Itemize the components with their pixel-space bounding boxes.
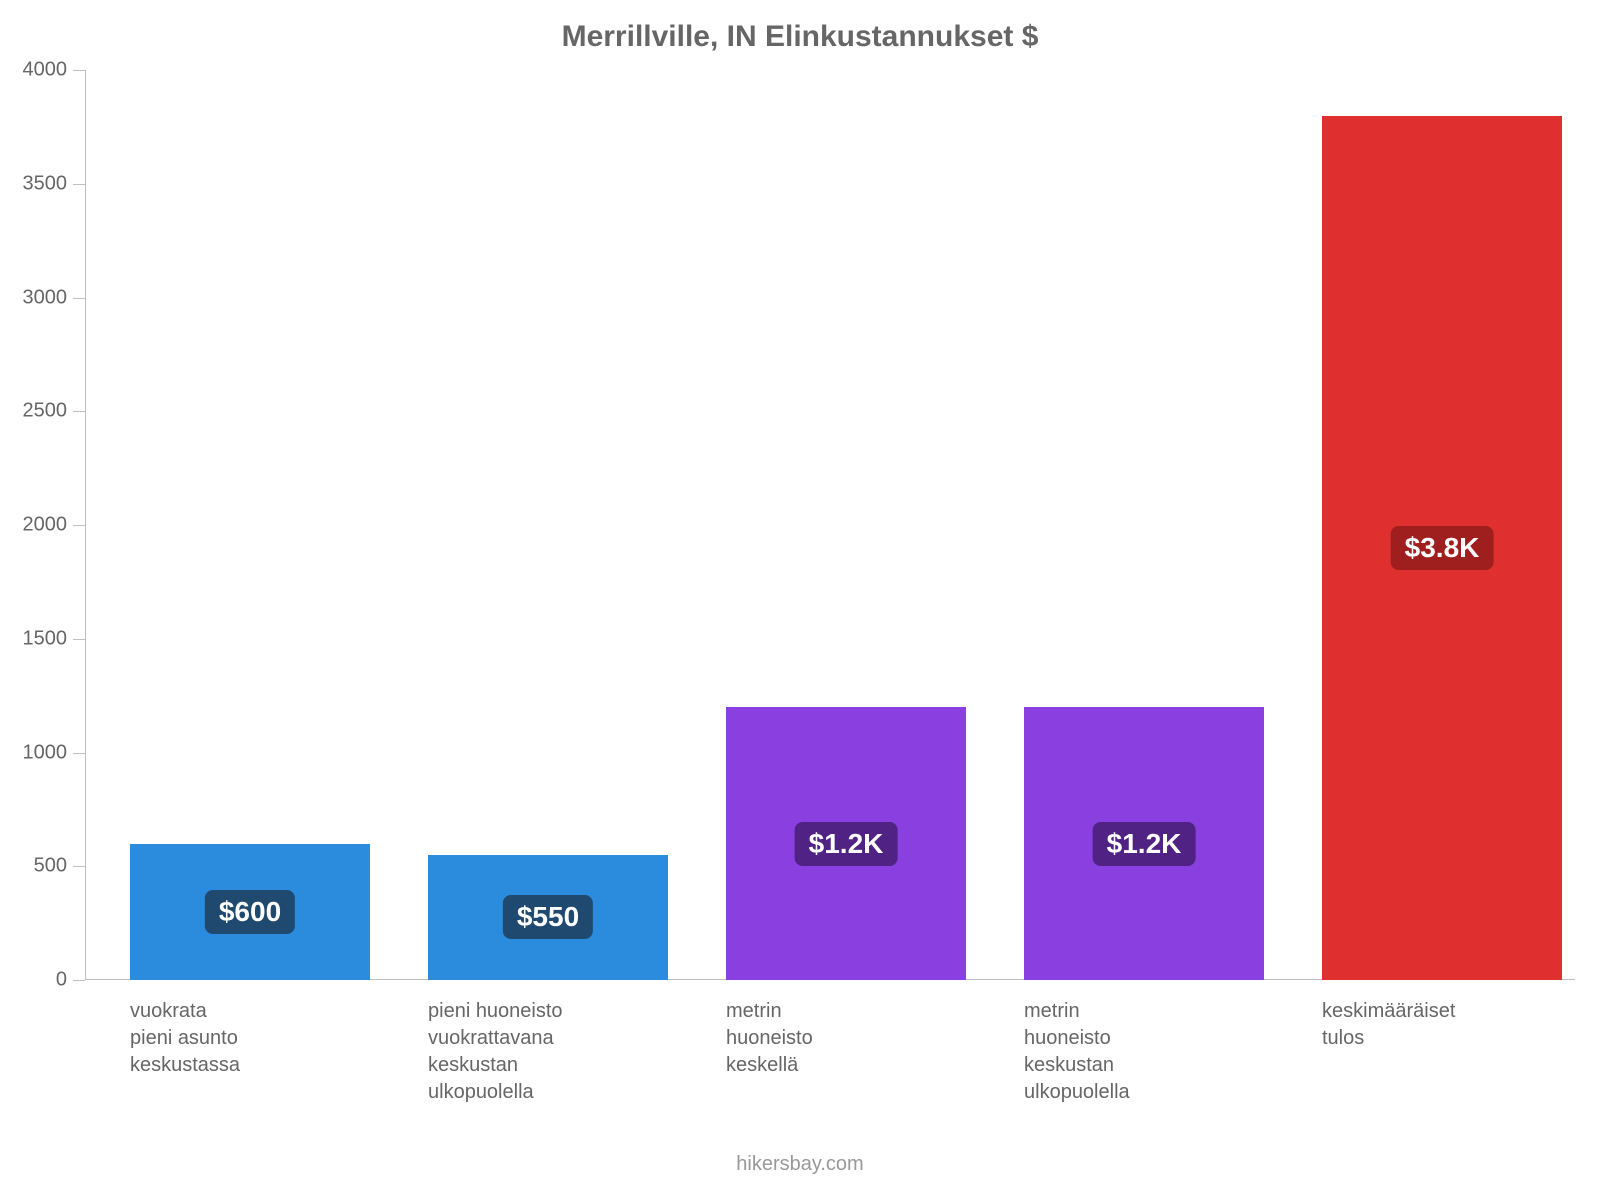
y-tick-label: 3000	[7, 286, 67, 309]
bar: $3.8K	[1322, 116, 1562, 981]
y-tick	[73, 866, 85, 867]
bar-value-label: $1.2K	[795, 822, 898, 866]
y-tick-label: 1000	[7, 741, 67, 764]
x-category-label: metrin huoneisto keskellä	[726, 998, 986, 1079]
plot-area: $600vuokrata pieni asunto keskustassa$55…	[85, 70, 1575, 980]
bar-value-label: $3.8K	[1391, 526, 1494, 570]
y-tick	[73, 298, 85, 299]
x-category-label: metrin huoneisto keskustan ulkopuolella	[1024, 998, 1284, 1106]
y-tick-label: 2000	[7, 514, 67, 537]
chart-title: Merrillville, IN Elinkustannukset $	[0, 20, 1600, 54]
y-tick	[73, 184, 85, 185]
x-category-label: vuokrata pieni asunto keskustassa	[130, 998, 390, 1079]
bar: $1.2K	[726, 707, 966, 980]
y-tick	[73, 980, 85, 981]
y-tick-label: 500	[7, 855, 67, 878]
bar-value-label: $550	[503, 895, 593, 939]
bar: $600	[130, 844, 370, 981]
bars-container: $600vuokrata pieni asunto keskustassa$55…	[85, 70, 1575, 980]
y-tick-label: 2500	[7, 400, 67, 423]
x-category-label: keskimääräiset tulos	[1322, 998, 1582, 1052]
bar: $1.2K	[1024, 707, 1264, 980]
credit-text: hikersbay.com	[0, 1153, 1600, 1176]
x-category-label: pieni huoneisto vuokrattavana keskustan …	[428, 998, 688, 1106]
y-tick	[73, 753, 85, 754]
y-tick-label: 3500	[7, 172, 67, 195]
y-tick-label: 1500	[7, 627, 67, 650]
cost-of-living-chart: Merrillville, IN Elinkustannukset $ $600…	[0, 0, 1600, 1200]
bar: $550	[428, 855, 668, 980]
bar-value-label: $1.2K	[1093, 822, 1196, 866]
y-tick	[73, 639, 85, 640]
y-tick	[73, 525, 85, 526]
y-tick-label: 0	[7, 969, 67, 992]
y-tick	[73, 411, 85, 412]
bar-value-label: $600	[205, 890, 295, 934]
y-tick	[73, 70, 85, 71]
y-tick-label: 4000	[7, 59, 67, 82]
